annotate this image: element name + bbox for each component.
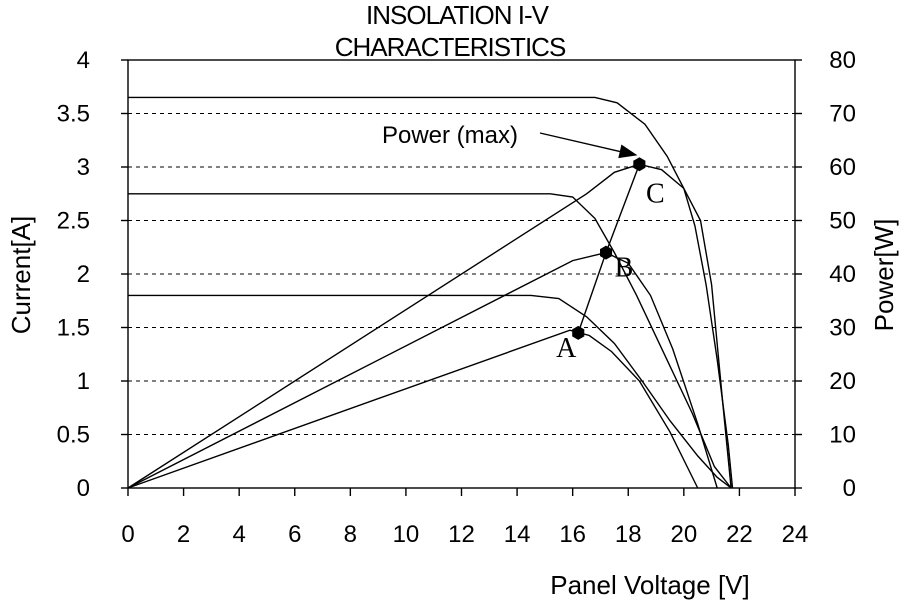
y-right-tick-label: 20 [829,368,856,395]
chart-title-line-2: CHARACTERISTICS [335,32,566,62]
y-left-tick-label: 0 [77,475,90,502]
y-left-tick-label: 4 [77,47,90,74]
y-left-tick-label: 3.5 [57,101,90,128]
axis-ticks: 0 2 4 6 8 10 12 14 16 18 20 22 2400.511.522.533.5401… [57,47,856,548]
x-tick-label: 8 [344,521,357,548]
y-right-tick-label: 0 [843,475,856,502]
current-curve [128,193,732,489]
current-curve [128,294,732,489]
annotation-arrow-head [618,144,638,159]
chart-title-line-1: INSOLATION I-V [366,0,550,30]
curves [127,96,734,489]
power-curve [127,329,699,489]
y-right-tick-label: 70 [829,101,856,128]
mpp-label-c: C [646,178,665,209]
y-left-tick-label: 1 [77,368,90,395]
mpp-label-b: B [615,253,634,284]
y-right-tick-label: 60 [829,154,856,181]
mpp-marker-c [633,157,646,172]
mpp-marker-b [600,245,613,260]
y-axis-left-title: Current[A] [6,216,36,335]
x-tick-label: 4 [232,521,245,548]
y-left-tick-label: 2 [77,261,90,288]
y-right-tick-label: 10 [829,422,856,449]
mpp-marker-a [572,325,585,340]
mpp-markers: A B C [556,157,665,364]
x-tick-label: 22 [726,521,753,548]
power-curve [127,163,732,489]
mpp-label-a: A [556,333,577,364]
y-right-tick-label: 40 [829,261,856,288]
power-curve [127,251,718,489]
x-tick-label: 12 [448,521,475,548]
x-tick-label: 6 [288,521,301,548]
x-tick-label: 2 [177,521,190,548]
y-right-tick-label: 80 [829,47,856,74]
y-right-tick-label: 50 [829,208,856,235]
y-right-tick-label: 30 [829,315,856,342]
annotation-arrow-shaft [539,132,624,154]
x-tick-label: 24 [782,521,809,548]
x-tick-label: 20 [670,521,697,548]
x-tick-label: 16 [559,521,586,548]
x-tick-label: 18 [615,521,642,548]
power-max-arrow [539,132,638,159]
y-axis-right-title: Power[W] [869,219,899,332]
y-left-tick-label: 0.5 [57,422,90,449]
y-left-tick-label: 3 [77,154,90,181]
y-left-tick-label: 1.5 [57,315,90,342]
y-left-tick-label: 2.5 [57,208,90,235]
power-max-annotation: Power (max) [382,122,518,149]
x-axis-title: Panel Voltage [V] [550,570,749,600]
x-tick-label: 10 [393,521,420,548]
x-tick-label: 14 [504,521,531,548]
x-tick-label: 0 [121,521,134,548]
